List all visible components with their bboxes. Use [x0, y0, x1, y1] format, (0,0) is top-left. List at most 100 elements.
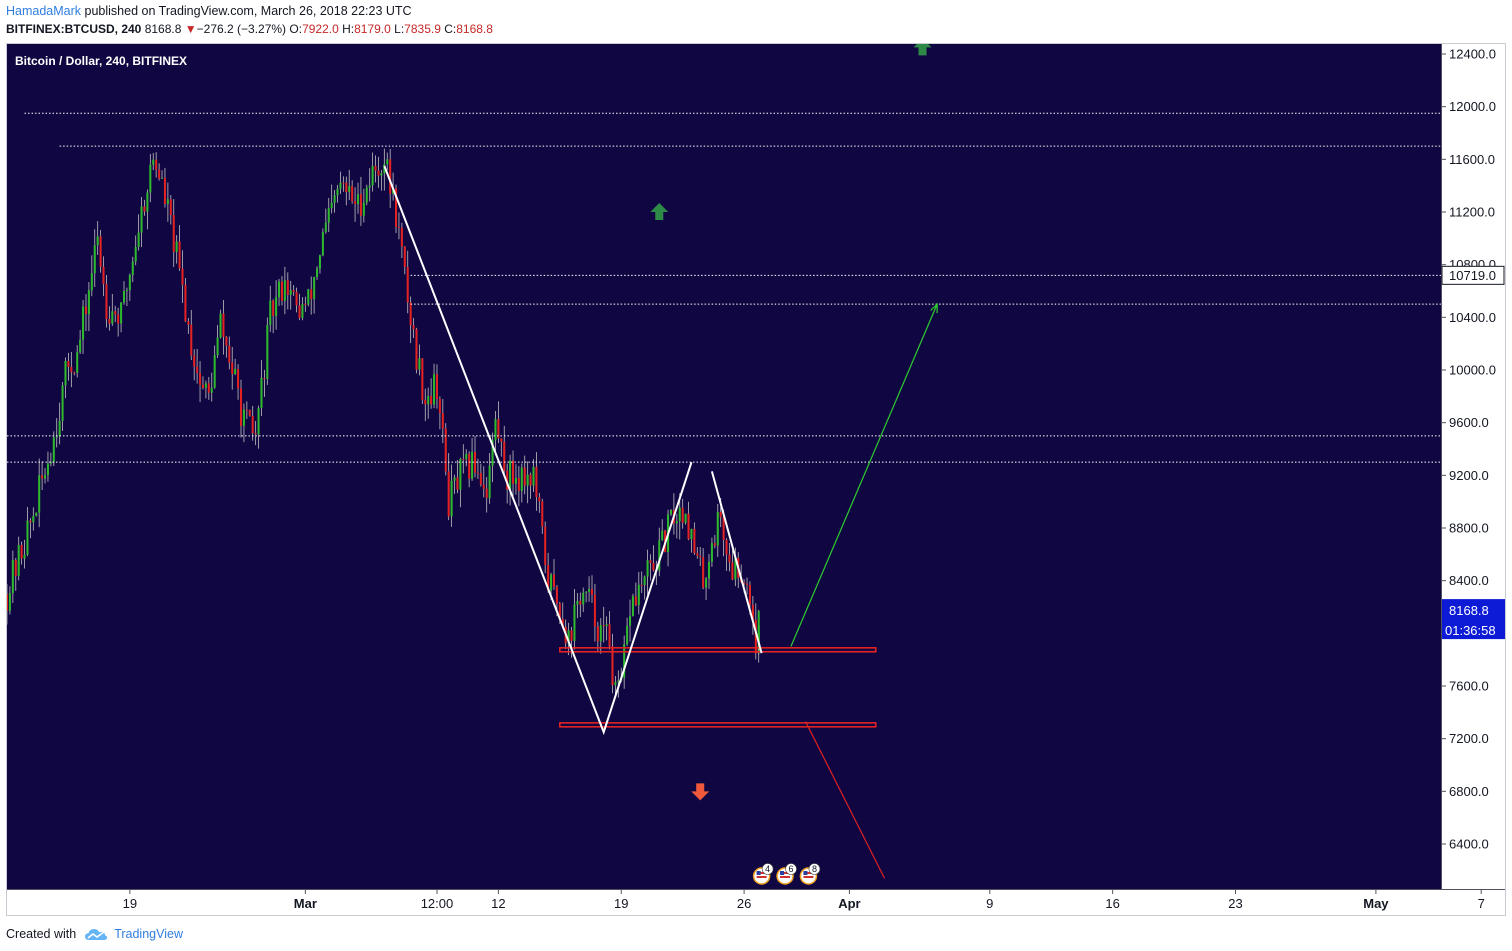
candle	[713, 534, 716, 549]
candle-body	[658, 540, 661, 571]
candle-body	[611, 646, 614, 686]
candle	[406, 250, 409, 314]
candle	[146, 189, 149, 230]
candle-body	[684, 513, 687, 523]
candle	[669, 509, 672, 516]
candle	[55, 418, 58, 448]
candle	[213, 345, 216, 389]
candle	[476, 458, 479, 479]
candle	[690, 528, 693, 553]
candle	[14, 558, 17, 591]
author-link[interactable]: HamadaMark	[6, 4, 82, 18]
candle-body	[254, 433, 257, 435]
candle-body	[544, 526, 547, 566]
candle-body	[415, 329, 418, 370]
candle	[725, 538, 728, 571]
tradingview-link[interactable]: TradingView	[114, 927, 183, 941]
candle	[90, 255, 93, 297]
candle	[368, 168, 371, 202]
candle-body	[260, 377, 263, 408]
candle-body	[166, 199, 169, 204]
candle	[149, 153, 152, 203]
candle	[7, 584, 9, 625]
price-chart[interactable]: 4 6 8 Bitcoin / Dollar, 240, BITFINEX 12400.…	[7, 44, 1505, 915]
candle-body	[754, 619, 757, 654]
symbol-name: BITFINEX:BTCUSD, 240	[6, 22, 142, 36]
flag-stripe	[780, 872, 791, 874]
candle	[646, 549, 649, 595]
time-tick-label: 16	[1105, 896, 1119, 911]
candle	[699, 547, 702, 566]
candle	[11, 550, 14, 603]
candle	[430, 378, 433, 409]
candle-body	[631, 596, 634, 617]
candle	[204, 380, 207, 399]
candle-body	[579, 600, 582, 605]
candle-body	[222, 313, 225, 337]
candle	[131, 256, 134, 283]
candle-body	[190, 324, 193, 356]
candle-body	[354, 201, 357, 205]
candle	[450, 464, 453, 527]
candle-body	[468, 453, 471, 479]
flag-stripe	[780, 876, 791, 878]
candle-body	[73, 372, 76, 374]
candle	[140, 196, 143, 248]
candle	[395, 184, 398, 233]
price-tick-label: 9200.0	[1449, 468, 1489, 483]
candle-body	[514, 478, 517, 484]
candle-body	[26, 520, 29, 555]
time-tick-label: 12:00	[421, 896, 454, 911]
candle-body	[76, 352, 79, 373]
candle	[593, 583, 596, 642]
candle	[608, 611, 611, 650]
candle-body	[310, 289, 313, 300]
candle-body	[669, 510, 672, 515]
candle	[87, 282, 90, 332]
candle	[710, 537, 713, 567]
candle-body	[362, 202, 365, 216]
candle-body	[84, 306, 87, 315]
candle	[544, 521, 547, 574]
candle	[482, 466, 485, 498]
candle-body	[661, 530, 664, 541]
candle-body	[675, 521, 678, 524]
candle-body	[459, 458, 462, 490]
candle-body	[93, 245, 96, 274]
candle-body	[453, 477, 456, 481]
price-tick-label: 11600.0	[1449, 152, 1495, 167]
candle	[35, 512, 38, 517]
flag-canton	[756, 871, 761, 875]
candle	[318, 254, 321, 274]
candle	[441, 399, 444, 444]
candle	[61, 382, 64, 431]
last-price: 8168.8	[144, 22, 182, 36]
candle-body	[433, 374, 436, 405]
candle	[552, 559, 555, 590]
candle-body	[105, 284, 108, 320]
candle	[20, 541, 23, 565]
candle-body	[184, 284, 187, 322]
candle-body	[722, 517, 725, 540]
candle-body	[471, 452, 474, 479]
time-tick-label: 19	[614, 896, 628, 911]
candle-body	[146, 192, 149, 212]
candle-body	[301, 303, 304, 318]
candle	[70, 351, 73, 388]
candle	[649, 554, 652, 581]
candle-body	[29, 520, 32, 523]
event-count: 8	[812, 864, 817, 874]
candle-body	[234, 368, 237, 375]
candle-body	[418, 358, 421, 370]
candle	[143, 199, 146, 216]
candle-body	[161, 177, 164, 179]
candle	[184, 278, 187, 322]
candle-body	[441, 412, 444, 429]
candle	[500, 438, 503, 457]
candle-body	[427, 395, 430, 405]
chart-container[interactable]: 4 6 8 Bitcoin / Dollar, 240, BITFINEX 12400.…	[6, 43, 1506, 916]
candle-body	[120, 302, 123, 324]
candle-body	[44, 475, 47, 479]
candle-body	[509, 460, 512, 490]
price-tick-label: 7600.0	[1449, 679, 1489, 694]
